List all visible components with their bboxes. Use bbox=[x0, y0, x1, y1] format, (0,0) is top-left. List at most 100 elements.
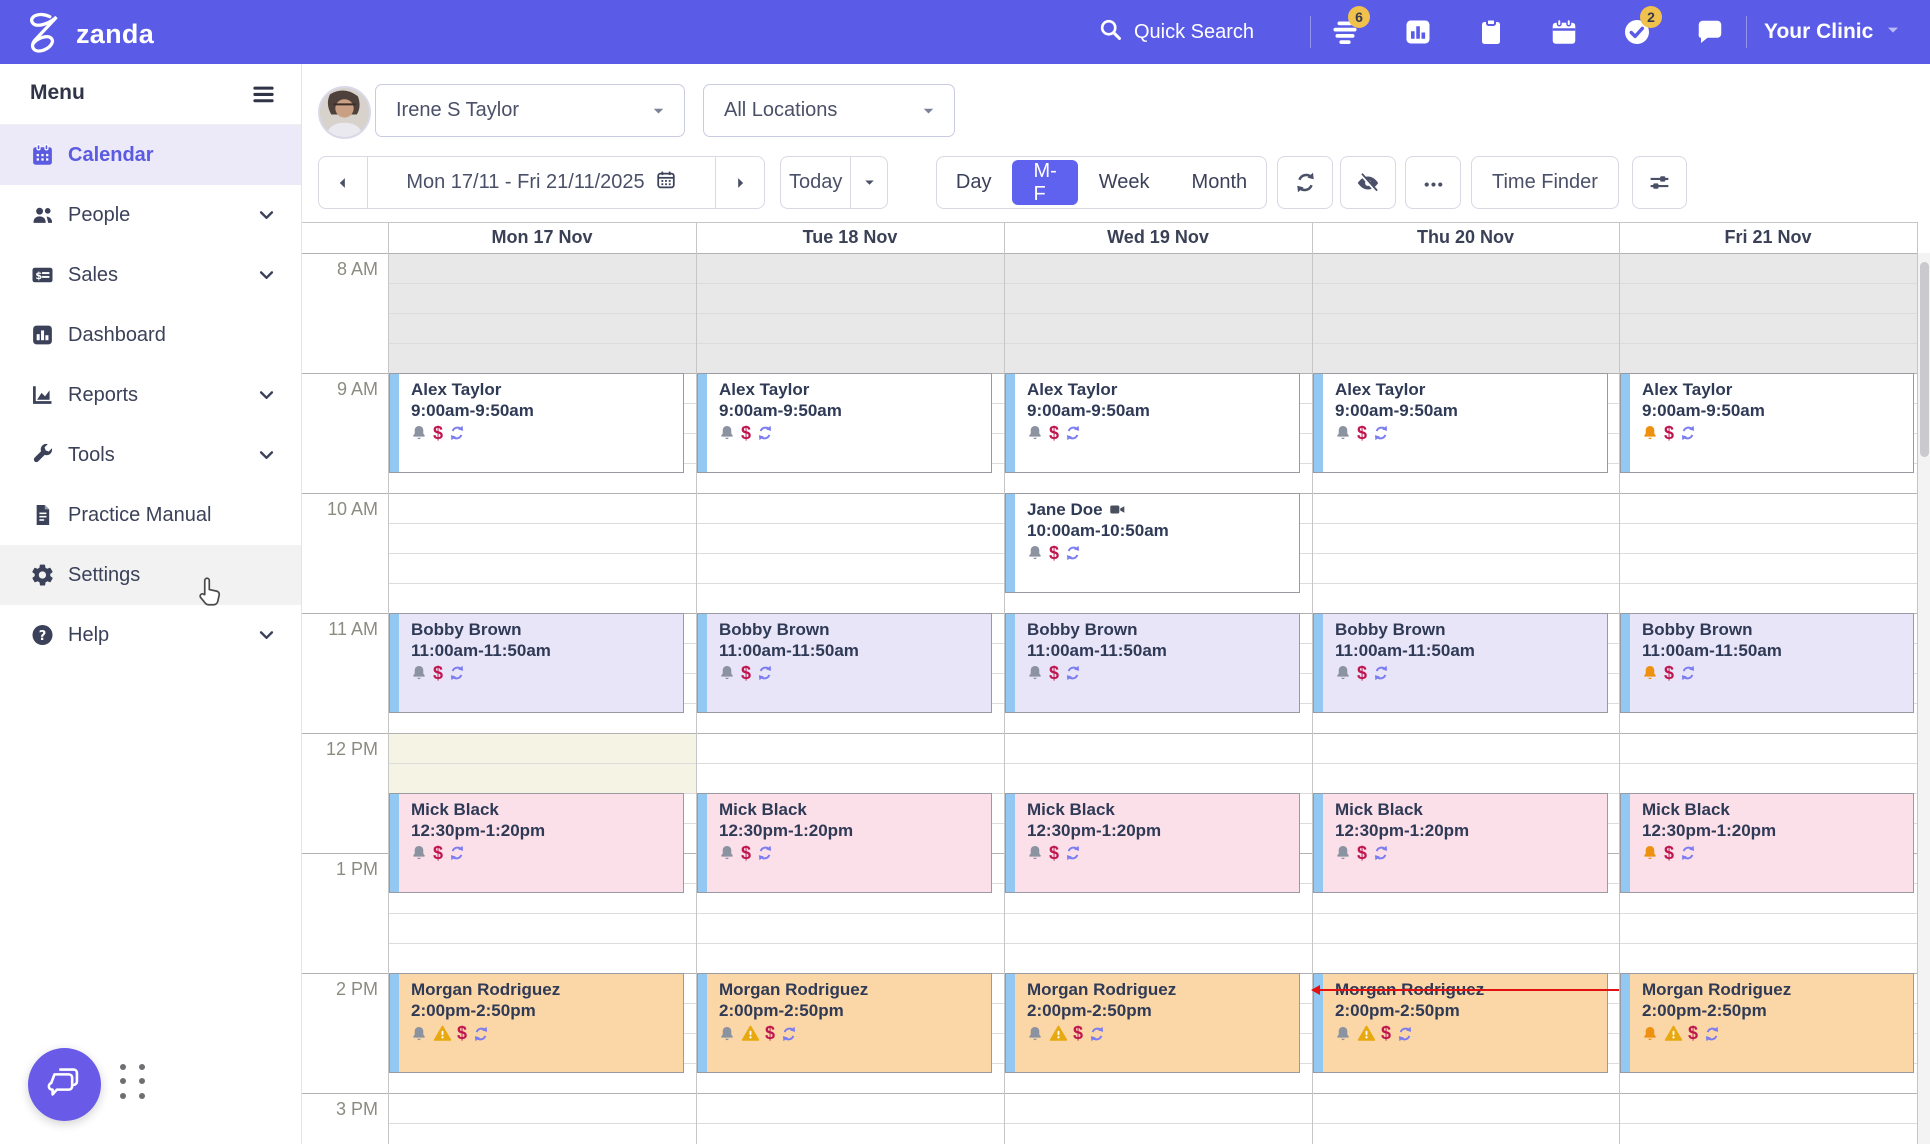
bar-chart-nav-button[interactable] bbox=[1395, 9, 1441, 55]
document-icon bbox=[36, 505, 50, 525]
appointment-status-bar bbox=[1006, 614, 1015, 712]
appointment-client-name: Alex Taylor bbox=[1642, 380, 1733, 399]
sidebar-item-sales[interactable]: $ Sales bbox=[0, 245, 301, 305]
appointment-card[interactable]: Morgan Rodriguez 2:00pm-2:50pm $ bbox=[1313, 973, 1608, 1073]
bell-icon bbox=[1337, 846, 1349, 860]
appointment-time: 12:30pm-1:20pm bbox=[1642, 821, 1777, 840]
calendar-icon bbox=[33, 143, 52, 165]
sidebar-item-label: People bbox=[68, 203, 131, 226]
eye-slash-button[interactable] bbox=[1340, 156, 1396, 209]
time-finder-button[interactable]: Time Finder bbox=[1471, 156, 1619, 209]
repeat-icon bbox=[758, 425, 772, 441]
app-logo[interactable]: zanda bbox=[22, 9, 154, 60]
appointment-card[interactable]: Mick Black 12:30pm-1:20pm $ bbox=[1620, 793, 1914, 893]
appointment-card[interactable]: Mick Black 12:30pm-1:20pm $ bbox=[1313, 793, 1608, 893]
appointment-card[interactable]: Alex Taylor 9:00am-9:50am $ bbox=[697, 373, 992, 473]
appointment-card[interactable]: Alex Taylor 9:00am-9:50am $ bbox=[1620, 373, 1914, 473]
appointment-card[interactable]: Mick Black 12:30pm-1:20pm $ bbox=[1005, 793, 1300, 893]
location-select[interactable]: All Locations bbox=[703, 84, 955, 137]
more-options-button[interactable] bbox=[1405, 156, 1461, 209]
view-m-f-button[interactable]: M-F bbox=[1012, 160, 1078, 205]
dollar-icon: $ bbox=[1664, 842, 1675, 863]
grid-hour-line bbox=[302, 733, 1917, 734]
practitioner-select[interactable]: Irene S Taylor bbox=[375, 84, 685, 137]
sidebar-item-tools[interactable]: Tools bbox=[0, 425, 301, 485]
appointment-time: 12:30pm-1:20pm bbox=[1027, 821, 1162, 840]
appointment-card[interactable]: Morgan Rodriguez 2:00pm-2:50pm $ bbox=[389, 973, 684, 1073]
sidebar-item-practice-manual[interactable]: Practice Manual bbox=[0, 485, 301, 545]
filter-sliders-button[interactable] bbox=[1632, 156, 1687, 209]
appointment-card[interactable]: Alex Taylor 9:00am-9:50am $ bbox=[1005, 373, 1300, 473]
appointment-card[interactable]: Mick Black 12:30pm-1:20pm $ bbox=[697, 793, 992, 893]
chat-drag-handle[interactable] bbox=[120, 1064, 148, 1102]
dollar-icon: $ bbox=[1357, 422, 1368, 443]
bell-icon bbox=[1029, 1026, 1041, 1040]
gear-icon bbox=[32, 564, 53, 586]
appointment-card[interactable]: Bobby Brown 11:00am-11:50am $ bbox=[697, 613, 992, 713]
hamburger-menu-icon[interactable] bbox=[250, 81, 277, 113]
appointment-card[interactable]: Bobby Brown 11:00am-11:50am $ bbox=[1313, 613, 1608, 713]
menu-title: Menu bbox=[30, 81, 85, 104]
bell-icon bbox=[1337, 1026, 1349, 1040]
reports-icon bbox=[33, 386, 52, 404]
clinic-name: Your Clinic bbox=[1764, 20, 1874, 43]
sidebar-item-reports[interactable]: Reports bbox=[0, 365, 301, 425]
repeat-icon bbox=[450, 665, 464, 681]
bell-icon bbox=[1029, 666, 1041, 680]
appointment-card[interactable]: Bobby Brown 11:00am-11:50am $ bbox=[389, 613, 684, 713]
appointment-card[interactable]: Alex Taylor 9:00am-9:50am $ bbox=[389, 373, 684, 473]
appointment-card[interactable]: Morgan Rodriguez 2:00pm-2:50pm $ bbox=[1005, 973, 1300, 1073]
sidebar-item-settings[interactable]: Settings bbox=[0, 545, 301, 605]
scrollbar-thumb[interactable] bbox=[1920, 262, 1929, 457]
appointment-card[interactable]: Bobby Brown 11:00am-11:50am $ bbox=[1620, 613, 1914, 713]
appointment-card[interactable]: Alex Taylor 9:00am-9:50am $ bbox=[1313, 373, 1608, 473]
appointment-status-bar bbox=[698, 374, 707, 472]
today-button[interactable]: Today bbox=[788, 171, 843, 193]
sidebar-item-calendar[interactable]: Calendar bbox=[0, 125, 301, 185]
view-month-button[interactable]: Month bbox=[1191, 171, 1248, 193]
today-dropdown-button[interactable] bbox=[850, 157, 887, 208]
clipboard-nav-button[interactable] bbox=[1468, 9, 1514, 55]
warning-icon bbox=[433, 1025, 452, 1041]
appointment-client-name: Bobby Brown bbox=[1642, 620, 1753, 639]
appointment-icons: $ bbox=[410, 424, 679, 442]
calendar-scrollbar[interactable] bbox=[1918, 253, 1930, 1144]
appointment-card[interactable]: Bobby Brown 11:00am-11:50am $ bbox=[1005, 613, 1300, 713]
appointment-client-name: Bobby Brown bbox=[719, 620, 830, 639]
appointment-time: 2:00pm-2:50pm bbox=[1027, 1001, 1152, 1020]
sidebar-item-dashboard[interactable]: Dashboard bbox=[0, 305, 301, 365]
appointment-card[interactable]: Morgan Rodriguez 2:00pm-2:50pm $ bbox=[1620, 973, 1914, 1073]
refresh-button[interactable] bbox=[1277, 156, 1333, 209]
view-day-button[interactable]: Day bbox=[955, 171, 992, 193]
practitioner-avatar bbox=[318, 86, 371, 139]
chat-fab-button[interactable] bbox=[28, 1048, 101, 1121]
appointment-card[interactable]: Jane Doe 10:00am-10:50am $ bbox=[1005, 493, 1300, 593]
sidebar-item-help[interactable]: ? Help bbox=[0, 605, 301, 665]
quick-search-button[interactable]: Quick Search bbox=[1098, 0, 1254, 64]
sidebar-item-people[interactable]: People bbox=[0, 185, 301, 245]
appointment-icons: $ bbox=[718, 664, 987, 682]
chat-nav-button[interactable] bbox=[1687, 9, 1733, 55]
calendar-nav-button[interactable] bbox=[1541, 9, 1587, 55]
location-select-value: All Locations bbox=[724, 99, 838, 121]
header-top-border bbox=[302, 222, 1917, 223]
chevron-down-icon bbox=[919, 101, 938, 120]
next-week-button[interactable] bbox=[716, 157, 764, 208]
view-week-button[interactable]: Week bbox=[1098, 171, 1150, 193]
waitlist-badge: 6 bbox=[1348, 6, 1370, 28]
waitlist-nav-button[interactable]: 6 bbox=[1322, 6, 1370, 55]
hour-label: 1 PM bbox=[335, 859, 378, 879]
repeat-icon bbox=[1681, 665, 1695, 681]
appointment-card[interactable]: Morgan Rodriguez 2:00pm-2:50pm $ bbox=[697, 973, 992, 1073]
appointment-icons: $ bbox=[1641, 664, 1909, 682]
hour-label: 8 AM bbox=[336, 259, 378, 279]
appointment-icons: $ bbox=[410, 664, 679, 682]
appointment-card[interactable]: Mick Black 12:30pm-1:20pm $ bbox=[389, 793, 684, 893]
appointment-status-bar bbox=[698, 614, 707, 712]
prev-week-button[interactable] bbox=[319, 157, 367, 208]
dollar-icon: $ bbox=[433, 422, 444, 443]
check-circle-nav-button[interactable]: 2 bbox=[1614, 6, 1662, 55]
date-range-button[interactable]: Mon 17/11 - Fri 21/11/2025 bbox=[366, 157, 717, 208]
appointment-status-bar bbox=[1314, 794, 1323, 892]
clinic-dropdown[interactable]: Your Clinic bbox=[1764, 0, 1903, 64]
